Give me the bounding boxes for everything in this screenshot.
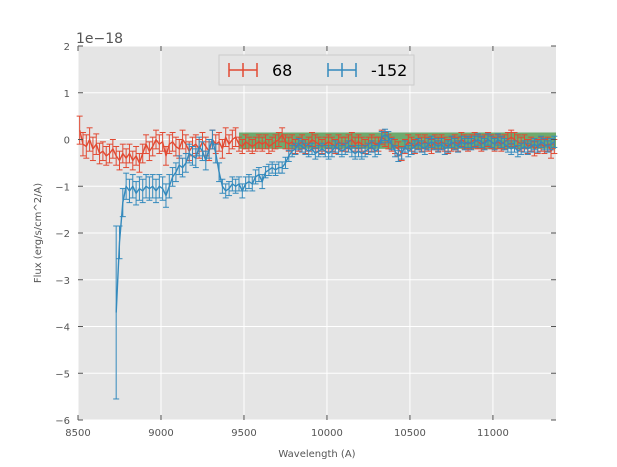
x-tick-label: 9000 xyxy=(148,428,173,439)
y-tick-label: −3 xyxy=(55,276,70,287)
y-tick-label: 2 xyxy=(64,42,70,53)
grid xyxy=(77,45,556,421)
y-tick-label: 1 xyxy=(64,89,70,100)
legend-label-152: -152 xyxy=(371,61,407,80)
x-tick-label: 11000 xyxy=(477,428,509,439)
ticks xyxy=(77,45,556,421)
series-group xyxy=(76,115,558,400)
y-multiplier-label: 1e−18 xyxy=(76,31,123,47)
legend-label-68: 68 xyxy=(272,61,292,80)
y-axis-title: Flux (erg/s/cm^2/A) xyxy=(33,183,44,283)
x-tick-label: 8500 xyxy=(65,428,90,439)
x-axis-title: Wavelength (A) xyxy=(278,449,355,460)
series-line xyxy=(79,130,555,165)
y-tick-label: 0 xyxy=(64,136,70,147)
y-tick-label: −1 xyxy=(55,182,70,193)
y-tick-label: −2 xyxy=(55,229,70,240)
legend-marker-152 xyxy=(327,63,357,77)
x-tick-label: 9500 xyxy=(231,428,256,439)
y-tick-label: −6 xyxy=(55,416,70,427)
legend: 68 -152 xyxy=(218,54,415,86)
x-tick-label: 10000 xyxy=(311,428,343,439)
x-tick-label: 10500 xyxy=(394,428,426,439)
legend-marker-68 xyxy=(228,63,258,77)
y-tick-label: −5 xyxy=(55,369,70,380)
tick-labels: 8500 9000 9500 10000 10500 11000 2 1 0 −1 −2 −3 −4 −5… xyxy=(55,42,509,439)
series-1 xyxy=(113,128,558,400)
y-tick-label: −4 xyxy=(55,323,70,334)
